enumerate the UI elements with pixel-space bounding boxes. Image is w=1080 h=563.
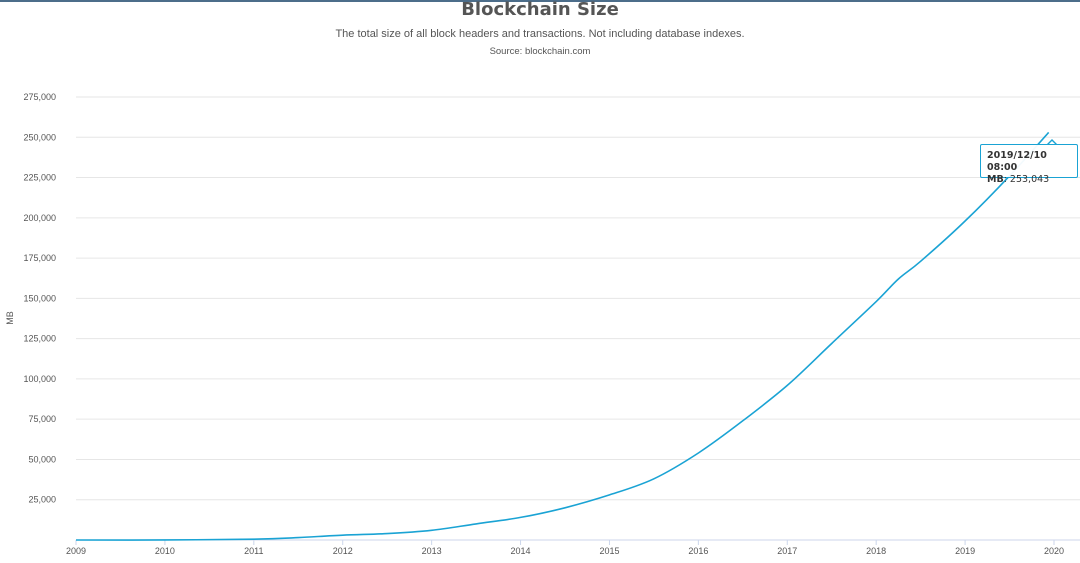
tooltip-arrow-inner <box>1047 141 1057 146</box>
x-tick-label-5: 2014 <box>511 546 531 556</box>
chart-title: Blockchain Size <box>461 0 619 20</box>
chart-source: Source: blockchain.com <box>489 46 591 57</box>
x-tick-label-0: 2009 <box>66 546 86 556</box>
y-tick-label-4: 125,000 <box>23 334 56 344</box>
chart-subtitle: The total size of all block headers and … <box>335 28 745 40</box>
series-line-mb <box>75 131 1050 541</box>
x-tick-label-8: 2017 <box>777 546 797 556</box>
y-tick-label-5: 150,000 <box>23 293 56 303</box>
y-tick-label-1: 50,000 <box>28 454 56 464</box>
y-tick-label-7: 200,000 <box>23 213 56 223</box>
tooltip: 2019/12/10 08:00 MB: 253,043 <box>980 144 1078 185</box>
y-tick-label-9: 250,000 <box>23 132 56 142</box>
x-tick-label-4: 2013 <box>422 546 442 556</box>
x-tick-label-3: 2012 <box>333 546 353 556</box>
x-tick-label-1: 2010 <box>155 546 175 556</box>
top-border <box>0 0 1080 2</box>
y-axis-title: MB <box>5 311 15 325</box>
grid-lines <box>76 96 1080 541</box>
x-tick-label-11: 2020 <box>1044 546 1064 556</box>
x-tick-label-6: 2015 <box>599 546 619 556</box>
tooltip-date: 2019/12/10 08:00 <box>987 150 1047 173</box>
y-tick-label-6: 175,000 <box>23 253 56 263</box>
x-axis-ticks: 2009 2010 2011 2012 2013 2014 2015 2016 2017 2018… <box>66 540 1064 556</box>
y-tick-label-0: 25,000 <box>28 495 56 505</box>
y-tick-label-3: 100,000 <box>23 374 56 384</box>
y-axis-ticks: 25,000 50,000 75,000 100,000 125,000 150,000 1… <box>23 92 56 505</box>
y-tick-label-2: 75,000 <box>28 414 56 424</box>
tooltip-label: MB <box>987 174 1004 185</box>
x-tick-label-9: 2018 <box>866 546 886 556</box>
y-tick-label-8: 225,000 <box>23 173 56 183</box>
tooltip-value: : 253,043 <box>1003 174 1050 185</box>
x-tick-label-7: 2016 <box>688 546 708 556</box>
x-tick-label-10: 2019 <box>955 546 975 556</box>
x-tick-label-2: 2011 <box>244 546 263 556</box>
y-tick-label-10: 275,000 <box>23 92 56 102</box>
